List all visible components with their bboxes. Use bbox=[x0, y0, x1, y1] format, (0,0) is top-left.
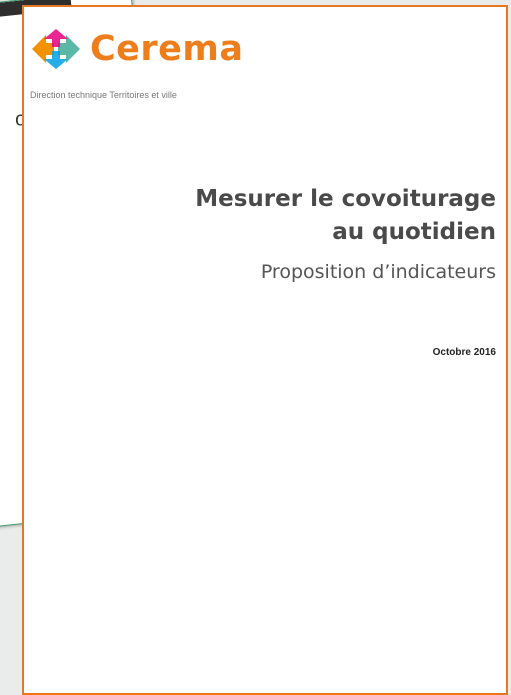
subtitle: Proposition d’indicateurs bbox=[261, 261, 496, 283]
logo-icon bbox=[32, 29, 80, 69]
title-line: Mesurer le covoiturage bbox=[195, 183, 496, 216]
cover-page: Cerema Direction technique Territoires e… bbox=[22, 5, 508, 695]
title: Mesurer le covoiturage au quotidien bbox=[195, 183, 496, 249]
title-line: au quotidien bbox=[195, 216, 496, 249]
screen: {"background": {"text": "ori"}, "header"… bbox=[0, 0, 511, 685]
brand: Cerema bbox=[90, 29, 244, 69]
department: Direction technique Territoires et ville bbox=[30, 90, 177, 100]
date: Octobre 2016 bbox=[433, 347, 496, 358]
